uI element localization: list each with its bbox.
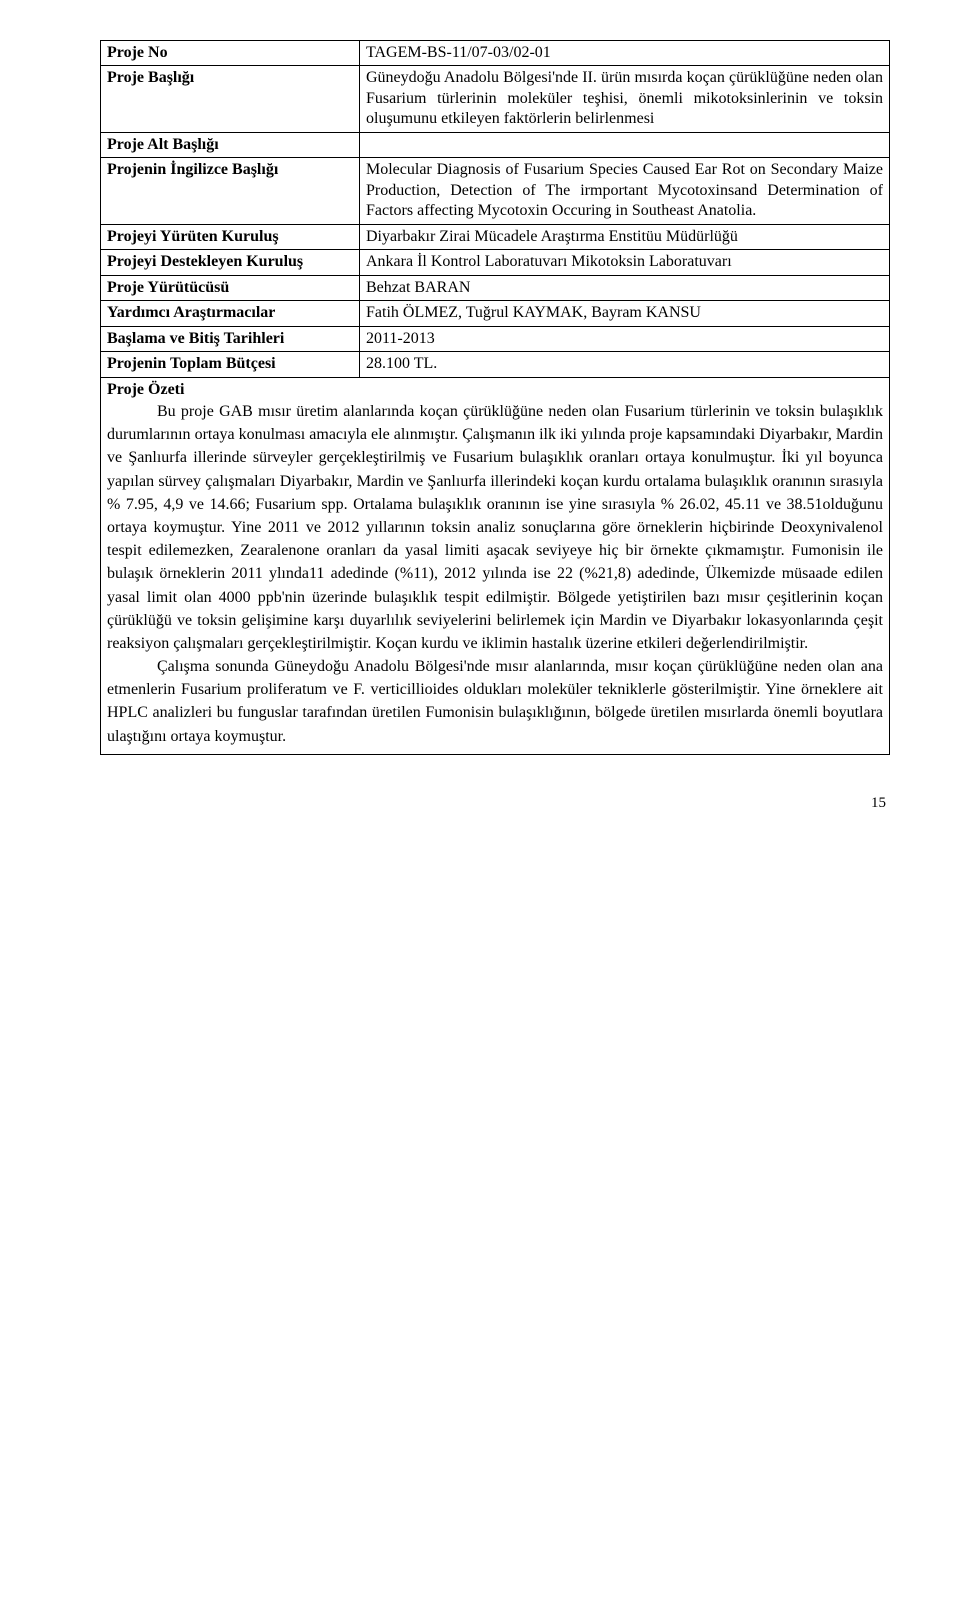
label-proje-no: Proje No — [101, 41, 360, 66]
summary-p2: Çalışma sonunda Güneydoğu Anadolu Bölges… — [107, 655, 883, 748]
label-butce: Projenin Toplam Bütçesi — [101, 352, 360, 377]
label-tarihler: Başlama ve Bitiş Tarihleri — [101, 326, 360, 351]
value-proje-basligi: Güneydoğu Anadolu Bölgesi'nde II. ürün m… — [360, 66, 890, 132]
value-destekleyen: Ankara İl Kontrol Laboratuvarı Mikotoksi… — [360, 250, 890, 275]
page-number: 15 — [100, 795, 890, 812]
value-yardimci: Fatih ÖLMEZ, Tuğrul KAYMAK, Bayram KANSU — [360, 301, 890, 326]
label-ingilizce: Projenin İngilizce Başlığı — [101, 158, 360, 224]
label-yuruten: Projeyi Yürüten Kuruluş — [101, 224, 360, 249]
label-proje-alt: Proje Alt Başlığı — [101, 132, 360, 157]
project-meta-table: Proje No TAGEM-BS-11/07-03/02-01 Proje B… — [100, 40, 890, 755]
value-proje-alt — [360, 132, 890, 157]
value-ingilizce: Molecular Diagnosis of Fusarium Species … — [360, 158, 890, 224]
value-tarihler: 2011-2013 — [360, 326, 890, 351]
value-proje-no: TAGEM-BS-11/07-03/02-01 — [360, 41, 890, 66]
value-butce: 28.100 TL. — [360, 352, 890, 377]
label-destekleyen: Projeyi Destekleyen Kuruluş — [101, 250, 360, 275]
label-yurutucusu: Proje Yürütücüsü — [101, 275, 360, 300]
value-yurutucusu: Behzat BARAN — [360, 275, 890, 300]
summary-block: Bu proje GAB mısır üretim alanlarında ko… — [107, 400, 883, 748]
value-yuruten: Diyarbakır Zirai Mücadele Araştırma Enst… — [360, 224, 890, 249]
label-proje-ozeti: Proje Özeti — [107, 380, 883, 400]
label-proje-basligi: Proje Başlığı — [101, 66, 360, 132]
label-yardimci: Yardımcı Araştırmacılar — [101, 301, 360, 326]
summary-p1: Bu proje GAB mısır üretim alanlarında ko… — [107, 400, 883, 655]
